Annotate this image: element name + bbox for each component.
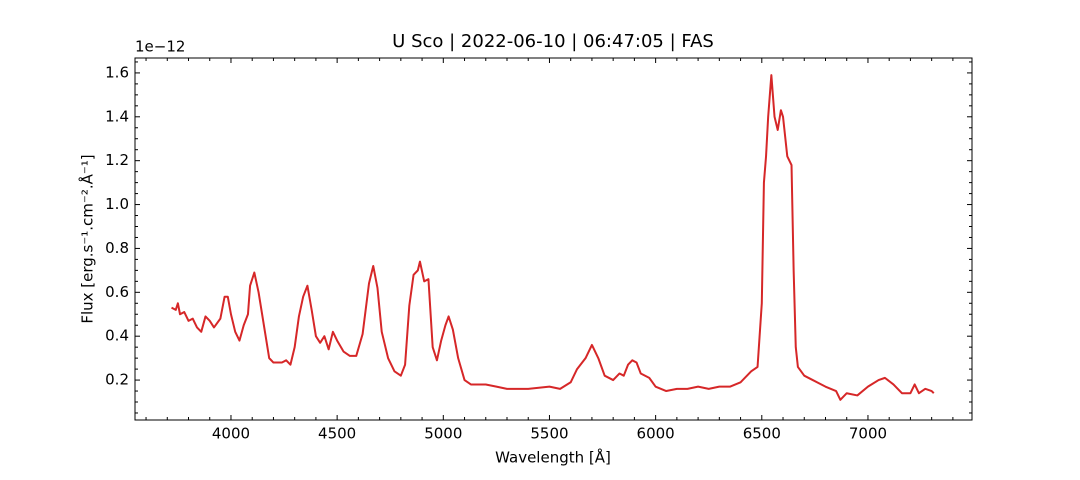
x-tick-label: 6500 bbox=[743, 425, 781, 443]
y-offset-text: 1e−12 bbox=[135, 38, 185, 56]
x-tick-label: 6000 bbox=[637, 425, 675, 443]
y-tick-label: 0.6 bbox=[105, 283, 129, 301]
spectrum-line bbox=[171, 74, 935, 401]
plot-frame bbox=[134, 57, 973, 421]
y-tick-label: 0.4 bbox=[105, 327, 129, 345]
x-tick-label: 4500 bbox=[318, 425, 356, 443]
y-tick-label: 0.2 bbox=[105, 371, 129, 389]
y-tick-label: 0.8 bbox=[105, 239, 129, 257]
chart-title: U Sco | 2022-06-10 | 06:47:05 | FAS bbox=[392, 31, 714, 52]
x-tick-label: 5500 bbox=[530, 425, 568, 443]
y-axis-label: Flux [erg.s⁻¹.cm⁻².Å⁻¹] bbox=[78, 154, 97, 323]
y-tick-label: 1.6 bbox=[105, 63, 129, 81]
x-tick-label: 7000 bbox=[849, 425, 887, 443]
x-axis-label: Wavelength [Å] bbox=[495, 448, 611, 467]
y-tick-label: 1.2 bbox=[105, 151, 129, 169]
x-tick-label: 4000 bbox=[212, 425, 250, 443]
y-tick-label: 1.4 bbox=[105, 107, 129, 125]
y-tick-label: 1.0 bbox=[105, 195, 129, 213]
x-tick-label: 5000 bbox=[424, 425, 462, 443]
